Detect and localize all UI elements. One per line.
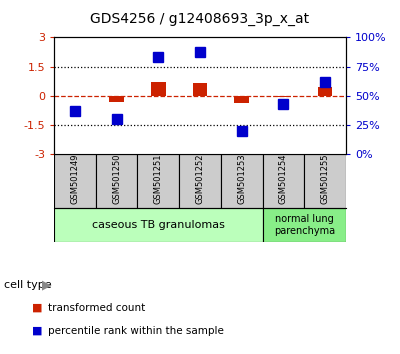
Bar [96, 154, 138, 208]
Text: GSM501255: GSM501255 [321, 153, 330, 204]
Text: ■: ■ [32, 303, 42, 313]
Bar [276, 96, 291, 97]
Text: GSM501254: GSM501254 [279, 153, 288, 204]
Text: cell type: cell type [4, 280, 52, 290]
Text: GDS4256 / g12408693_3p_x_at: GDS4256 / g12408693_3p_x_at [90, 12, 310, 27]
Bar [262, 208, 346, 242]
Text: normal lung
parenchyma: normal lung parenchyma [274, 215, 335, 236]
Text: GSM501253: GSM501253 [237, 153, 246, 204]
Bar [234, 96, 249, 103]
Text: GSM501250: GSM501250 [112, 153, 121, 204]
Bar [318, 87, 332, 96]
Bar [179, 154, 221, 208]
Text: ■: ■ [32, 326, 42, 336]
Bar [221, 154, 262, 208]
Bar [304, 154, 346, 208]
Text: GSM501249: GSM501249 [70, 153, 79, 204]
Bar [262, 154, 304, 208]
Text: percentile rank within the sample: percentile rank within the sample [48, 326, 224, 336]
Bar [138, 154, 179, 208]
Bar [151, 82, 166, 96]
Text: GSM501251: GSM501251 [154, 153, 163, 204]
Bar [193, 83, 207, 96]
Text: GSM501252: GSM501252 [196, 153, 204, 204]
Bar [54, 154, 96, 208]
Text: caseous TB granulomas: caseous TB granulomas [92, 220, 225, 230]
Text: ▶: ▶ [42, 279, 52, 291]
Text: transformed count: transformed count [48, 303, 145, 313]
Bar [54, 208, 262, 242]
Bar [109, 96, 124, 102]
